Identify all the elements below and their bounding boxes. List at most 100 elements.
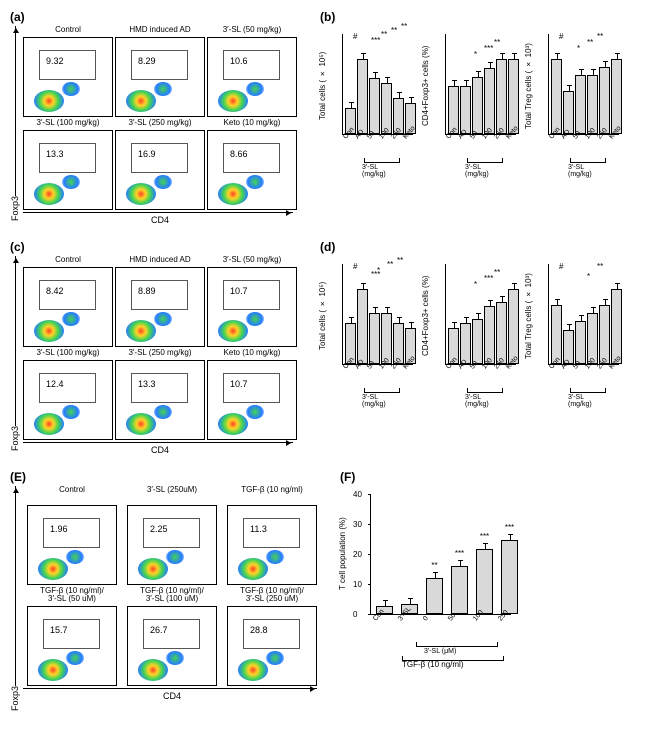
tgf-bracket [402, 656, 504, 661]
sig-mark: *** [477, 532, 492, 541]
chart-ylabel: CD4+Foxp3+ cells (%) [421, 266, 430, 366]
flow-title: Control [59, 486, 85, 504]
sig-mark: * [587, 272, 590, 281]
panel-b: (b) Total cells ( × 10⁵)#*********ConAD5… [320, 10, 640, 176]
tick-labels: ConAD50100250Keto [445, 136, 516, 143]
group-label: 3′-SL(mg/kg) [568, 164, 592, 178]
flow-plot: 13.3 [23, 130, 113, 210]
panel-e: (E) Foxp3 Control1.963′-SL (250uM)2.25TG… [10, 470, 340, 711]
flow-cell: HMD induced AD8.89 [115, 256, 205, 347]
bar [496, 302, 507, 364]
chart-ylabel: Total cells ( × 10⁵) [318, 266, 327, 366]
flow-cell: TGF-β (10 ng/ml)11.3 [223, 486, 321, 585]
sig-mark: * [474, 50, 477, 59]
flow-title: TGF-β (10 ng/ml) [241, 486, 303, 504]
bar [484, 306, 495, 364]
bar [599, 305, 610, 364]
bar [357, 289, 368, 364]
bar: *** [501, 540, 518, 614]
group-label: 3′-SL(mg/kg) [568, 394, 592, 408]
bar-chart: CD4+Foxp3+ cells (%)******ConAD50100250K… [423, 256, 518, 406]
y-axis-label: Foxp3 [10, 196, 20, 221]
sig-mark: * [474, 280, 477, 289]
group-label: 3′-SL(mg/kg) [465, 394, 489, 408]
bar [508, 59, 519, 134]
bar [381, 83, 392, 134]
flow-title: 3′-SL (250 mg/kg) [128, 119, 191, 129]
group-bracket [570, 388, 606, 393]
panel-d: (d) Total cells ( × 10⁵)#********ConAD50… [320, 240, 640, 406]
sig-mark: ** [427, 561, 442, 570]
flow-cell: TGF-β (10 ng/ml)/ 3′-SL (50 uM)15.7 [23, 587, 121, 686]
sig-mark: ** [494, 268, 500, 277]
flow-title: Control [55, 26, 81, 36]
sig-mark: ** [597, 262, 603, 271]
chart-plot: #***** [548, 34, 619, 135]
group-label: 3′-SL(mg/kg) [465, 164, 489, 178]
tick-labels: ConAD50100250Keto [548, 136, 619, 143]
sig-mark: # [353, 262, 357, 271]
tgf-label: TGF-β (10 ng/ml) [402, 660, 464, 669]
panel-e-label: (E) [10, 470, 340, 484]
flow-cell: 3′-SL (50 mg/kg)10.6 [207, 26, 297, 117]
bar-chart: Total Treg cells ( × 10³)#***ConAD501002… [526, 256, 621, 406]
flow-plot: 16.9 [115, 130, 205, 210]
bar [496, 59, 507, 134]
sig-mark: *** [452, 549, 467, 558]
sig-mark: * [377, 266, 380, 275]
flow-title: TGF-β (10 ng/ml)/ 3′-SL (250 uM) [240, 587, 304, 605]
chart-f-ylabel: T cell population (%) [338, 494, 347, 614]
flow-cell: Control9.32 [23, 26, 113, 117]
flow-cell: 3′-SL (100 mg/kg)12.4 [23, 349, 113, 440]
flow-title: HMD induced AD [129, 256, 190, 266]
ytick: 10 [353, 580, 362, 589]
sig-mark: ** [401, 22, 407, 31]
flow-title: 3′-SL (250 mg/kg) [128, 349, 191, 359]
flow-plot: 26.7 [127, 606, 217, 686]
chart-f-plot: *********** 010203040 [370, 494, 511, 615]
bar-chart: Total Treg cells ( × 10³)#*****ConAD5010… [526, 26, 621, 176]
ytick: 20 [353, 550, 362, 559]
group-bracket-f [416, 642, 498, 647]
bar [369, 78, 380, 134]
chart-ylabel: Total cells ( × 10⁵) [318, 36, 327, 136]
sig-mark: ** [597, 32, 603, 41]
sig-mark: *** [484, 44, 493, 53]
flow-grid-c: Control8.42HMD induced AD8.893′-SL (50 m… [23, 256, 297, 440]
flow-cell: Keto (10 mg/kg)10.7 [207, 349, 297, 440]
flow-cell: TGF-β (10 ng/ml)/ 3′-SL (250 uM)28.8 [223, 587, 321, 686]
y-axis-label: Foxp3 [10, 426, 20, 451]
panel-d-label: (d) [320, 240, 640, 254]
bar [381, 313, 392, 364]
bar [563, 91, 574, 134]
bar [460, 86, 471, 134]
sig-mark: ** [397, 256, 403, 265]
flow-title: Control [55, 256, 81, 266]
tick-labels: ConAD50100250Keto [548, 366, 619, 373]
bar [599, 67, 610, 134]
bar [611, 289, 622, 364]
bar [551, 59, 562, 134]
bar [611, 59, 622, 134]
tick-labels: ConAD50100250Keto [445, 366, 516, 373]
x-axis-arrow [23, 688, 317, 689]
tick-labels: ConAD50100250Keto [342, 366, 413, 373]
chart-plot: #********* [342, 34, 413, 135]
flow-cell: 3′-SL (50 mg/kg)10.7 [207, 256, 297, 347]
flow-plot: 8.29 [115, 37, 205, 117]
y-axis-label: Foxp3 [10, 686, 20, 711]
bars-f: *********** [376, 540, 518, 614]
flow-cell: 3′-SL (250uM)2.25 [123, 486, 221, 585]
sig-mark: # [353, 32, 357, 41]
bar [472, 319, 483, 364]
flow-cell: 3′-SL (250 mg/kg)16.9 [115, 119, 205, 210]
panel-c: (c) Foxp3 Control8.42HMD induced AD8.893… [10, 240, 320, 455]
ytick: 0 [353, 610, 357, 619]
bar [587, 313, 598, 364]
ytick: 30 [353, 520, 362, 529]
sig-mark: # [559, 32, 563, 41]
flow-plot: 8.42 [23, 267, 113, 347]
panel-a-label: (a) [10, 10, 320, 24]
chart-plot: ****** [445, 264, 516, 365]
ytick: 40 [353, 490, 362, 499]
